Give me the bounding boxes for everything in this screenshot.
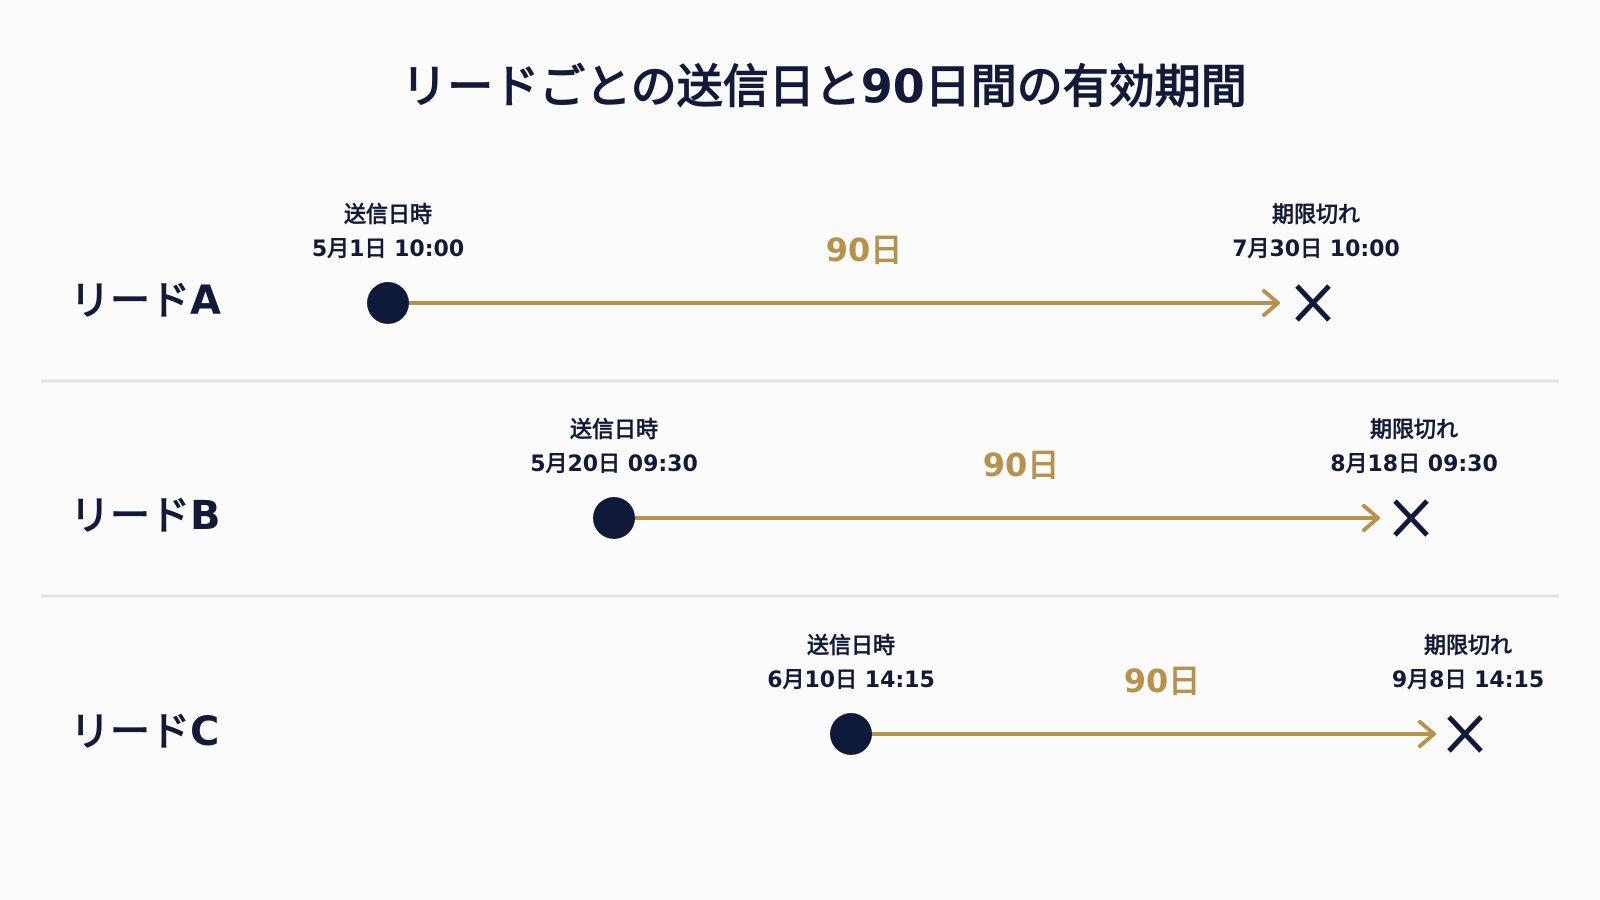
arrow-head <box>1362 504 1380 532</box>
start-date: 5月1日 10:00 <box>312 237 464 262</box>
lead-name: リードB <box>70 493 221 539</box>
end-cross <box>1447 715 1483 753</box>
end-date: 7月30日 10:00 <box>1232 237 1400 262</box>
arrow-head <box>1262 289 1280 317</box>
end-label: 期限切れ <box>1424 634 1512 659</box>
duration: 90日 <box>983 446 1060 484</box>
end-cross <box>1393 499 1429 537</box>
end-cross <box>1295 284 1331 322</box>
start-label: 送信日時 <box>570 417 658 443</box>
start-dot <box>830 713 872 755</box>
start-date: 5月20日 09:30 <box>530 452 698 477</box>
start-label: 送信日時 <box>344 202 432 228</box>
arrow-head <box>1418 720 1436 748</box>
end-date: 9月8日 14:15 <box>1392 668 1544 693</box>
duration: 90日 <box>826 231 903 269</box>
start-dot <box>593 497 635 539</box>
lead-name: リードA <box>70 278 221 324</box>
end-label: 期限切れ <box>1370 418 1458 443</box>
start-label: 送信日時 <box>807 633 895 659</box>
lead-name: リードC <box>70 709 219 755</box>
end-date: 8月18日 09:30 <box>1330 452 1498 477</box>
start-dot <box>367 282 409 324</box>
end-label: 期限切れ <box>1272 203 1360 228</box>
title: リードごとの送信日と90日間の有効期間 <box>401 60 1247 114</box>
duration: 90日 <box>1124 662 1201 700</box>
start-date: 6月10日 14:15 <box>767 668 935 693</box>
